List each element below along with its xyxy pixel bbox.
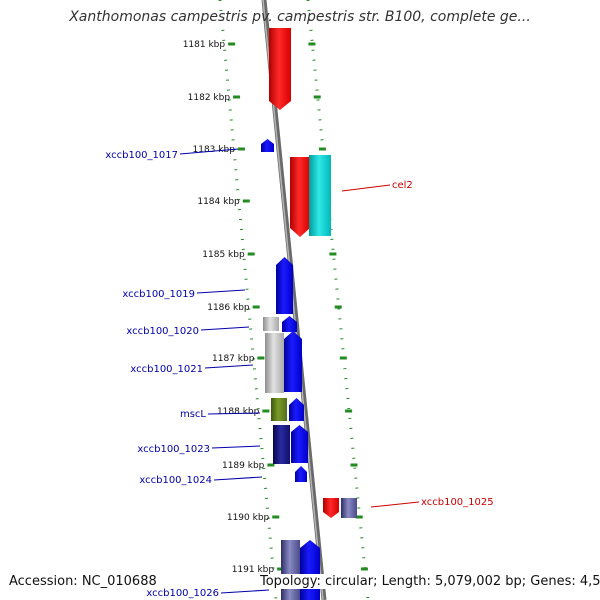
gene-feature-xccb100_1021[interactable] <box>284 331 302 392</box>
accession-text: Accession: NC_010688 <box>9 574 157 589</box>
gene-feature-xccb100_1020-grey[interactable] <box>263 317 279 331</box>
gene-label[interactable]: xccb100_1025 <box>421 497 494 508</box>
gene-feature-xccb100_1017[interactable] <box>261 139 274 152</box>
gene-feature-xccb100_1024[interactable] <box>295 466 307 482</box>
tick-track-left <box>218 0 278 600</box>
tick-label: 1183 kbp <box>193 145 236 155</box>
gene-feature-mscL[interactable] <box>289 398 304 421</box>
gene-label[interactable]: xccb100_1021 <box>130 364 203 375</box>
gene-feature-xccb100_1025-red[interactable] <box>323 498 339 518</box>
tick-label: 1191 kbp <box>232 565 275 575</box>
gene-label[interactable]: xccb100_1020 <box>126 326 199 337</box>
leader-line <box>211 445 261 449</box>
tick-label: 1189 kbp <box>222 461 265 471</box>
tick-label: 1181 kbp <box>183 40 226 50</box>
leader-line <box>204 364 254 369</box>
tick-label: 1184 kbp <box>197 197 240 207</box>
gene-feature-xccb100_1025-slate[interactable] <box>341 498 357 518</box>
gene-feature-xccb100_1023[interactable] <box>291 425 308 463</box>
leader-line <box>200 326 250 331</box>
gene-label[interactable]: xccb100_1023 <box>137 444 210 455</box>
gene-label[interactable]: xccb100_1024 <box>139 475 212 486</box>
gene-feature-xccb100_1021-grey[interactable] <box>265 333 284 393</box>
gene-label[interactable]: xccb100_1017 <box>105 150 178 161</box>
gene-feature-xccb100_1020[interactable] <box>282 316 297 332</box>
leader-line <box>220 589 270 594</box>
gene-feature-cel2-red[interactable] <box>290 157 310 237</box>
gene-feature-red-gene-top[interactable] <box>269 28 291 110</box>
tick-label: 1182 kbp <box>188 93 231 103</box>
gene-label[interactable]: xccb100_1019 <box>122 289 195 300</box>
gene-label[interactable]: cel2 <box>392 180 413 191</box>
genome-title: Xanthomonas campestris pv. campestris st… <box>69 9 531 25</box>
leader-line <box>341 184 391 192</box>
tick-label: 1190 kbp <box>227 513 270 523</box>
gene-feature-xccb100_1026[interactable] <box>300 540 320 600</box>
label-leader-lines <box>179 148 420 594</box>
gene-feature-xccb100_1019[interactable] <box>276 257 293 314</box>
leader-line <box>196 289 246 294</box>
gene-feature-xccb100_1023-navy[interactable] <box>273 425 290 464</box>
gene-feature-mscL-olive[interactable] <box>271 398 287 421</box>
tick-track-right <box>306 0 370 600</box>
gene-labels: xccb100_1017 cel2 xccb100_1019 xccb100_1020… <box>105 150 493 599</box>
tick-label: 1187 kbp <box>212 354 255 364</box>
leader-line <box>213 476 263 481</box>
gene-feature-xccb100_1026-slate[interactable] <box>281 540 300 600</box>
gene-feature-cel2-cyan[interactable] <box>309 155 331 236</box>
tick-label: 1185 kbp <box>202 250 245 260</box>
gene-label[interactable]: mscL <box>180 409 206 420</box>
tick-label: 1188 kbp <box>217 407 260 417</box>
leader-line <box>207 412 261 415</box>
genome-summary-text: Topology: circular; Length: 5,079,002 bp… <box>260 574 600 589</box>
leader-line <box>370 501 420 508</box>
tick-label: 1186 kbp <box>207 303 250 313</box>
leader-line <box>179 148 239 155</box>
gene-label[interactable]: xccb100_1026 <box>146 588 219 599</box>
